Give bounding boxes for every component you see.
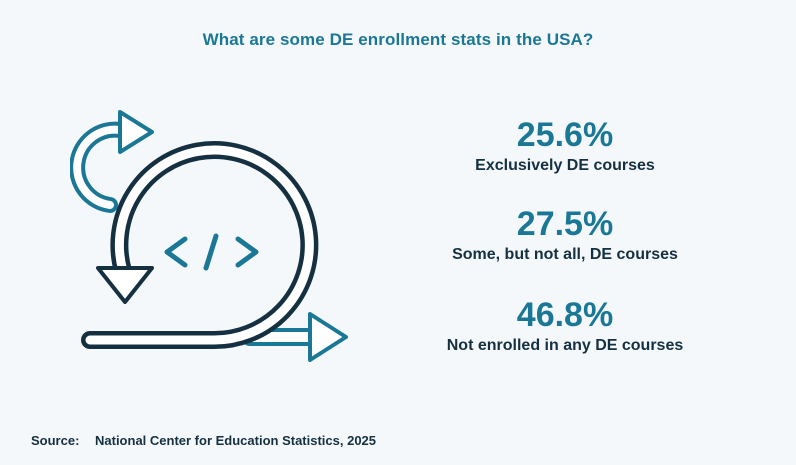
source-citation: Source: National Center for Education Sta… (31, 433, 376, 448)
code-icon (164, 233, 259, 271)
source-label: Source: (31, 433, 80, 448)
large-cycle-arrow-icon (81, 141, 319, 350)
small-cycle-arrow-icon (70, 110, 154, 213)
stat-no-de: 46.8% Not enrolled in any DE courses (420, 295, 710, 356)
stat-label: Some, but not all, DE courses (452, 246, 678, 263)
stat-value: 46.8% (516, 296, 614, 334)
stat-label: Exclusively DE courses (475, 157, 655, 174)
stat-exclusive-de: 25.6% Exclusively DE courses (420, 115, 710, 176)
stat-some-de: 27.5% Some, but not all, DE courses (420, 204, 710, 265)
agile-cycle-code-icon (70, 110, 348, 362)
stat-value: 25.6% (516, 116, 614, 154)
greater-than-glyph (235, 236, 259, 268)
less-than-glyph (164, 236, 188, 268)
stat-value: 27.5% (516, 205, 614, 243)
slash-glyph (203, 233, 219, 271)
page-title: What are some DE enrollment stats in the… (202, 30, 594, 49)
source-text: National Center for Education Statistics… (95, 433, 377, 448)
stat-label: Not enrolled in any DE courses (446, 337, 684, 354)
